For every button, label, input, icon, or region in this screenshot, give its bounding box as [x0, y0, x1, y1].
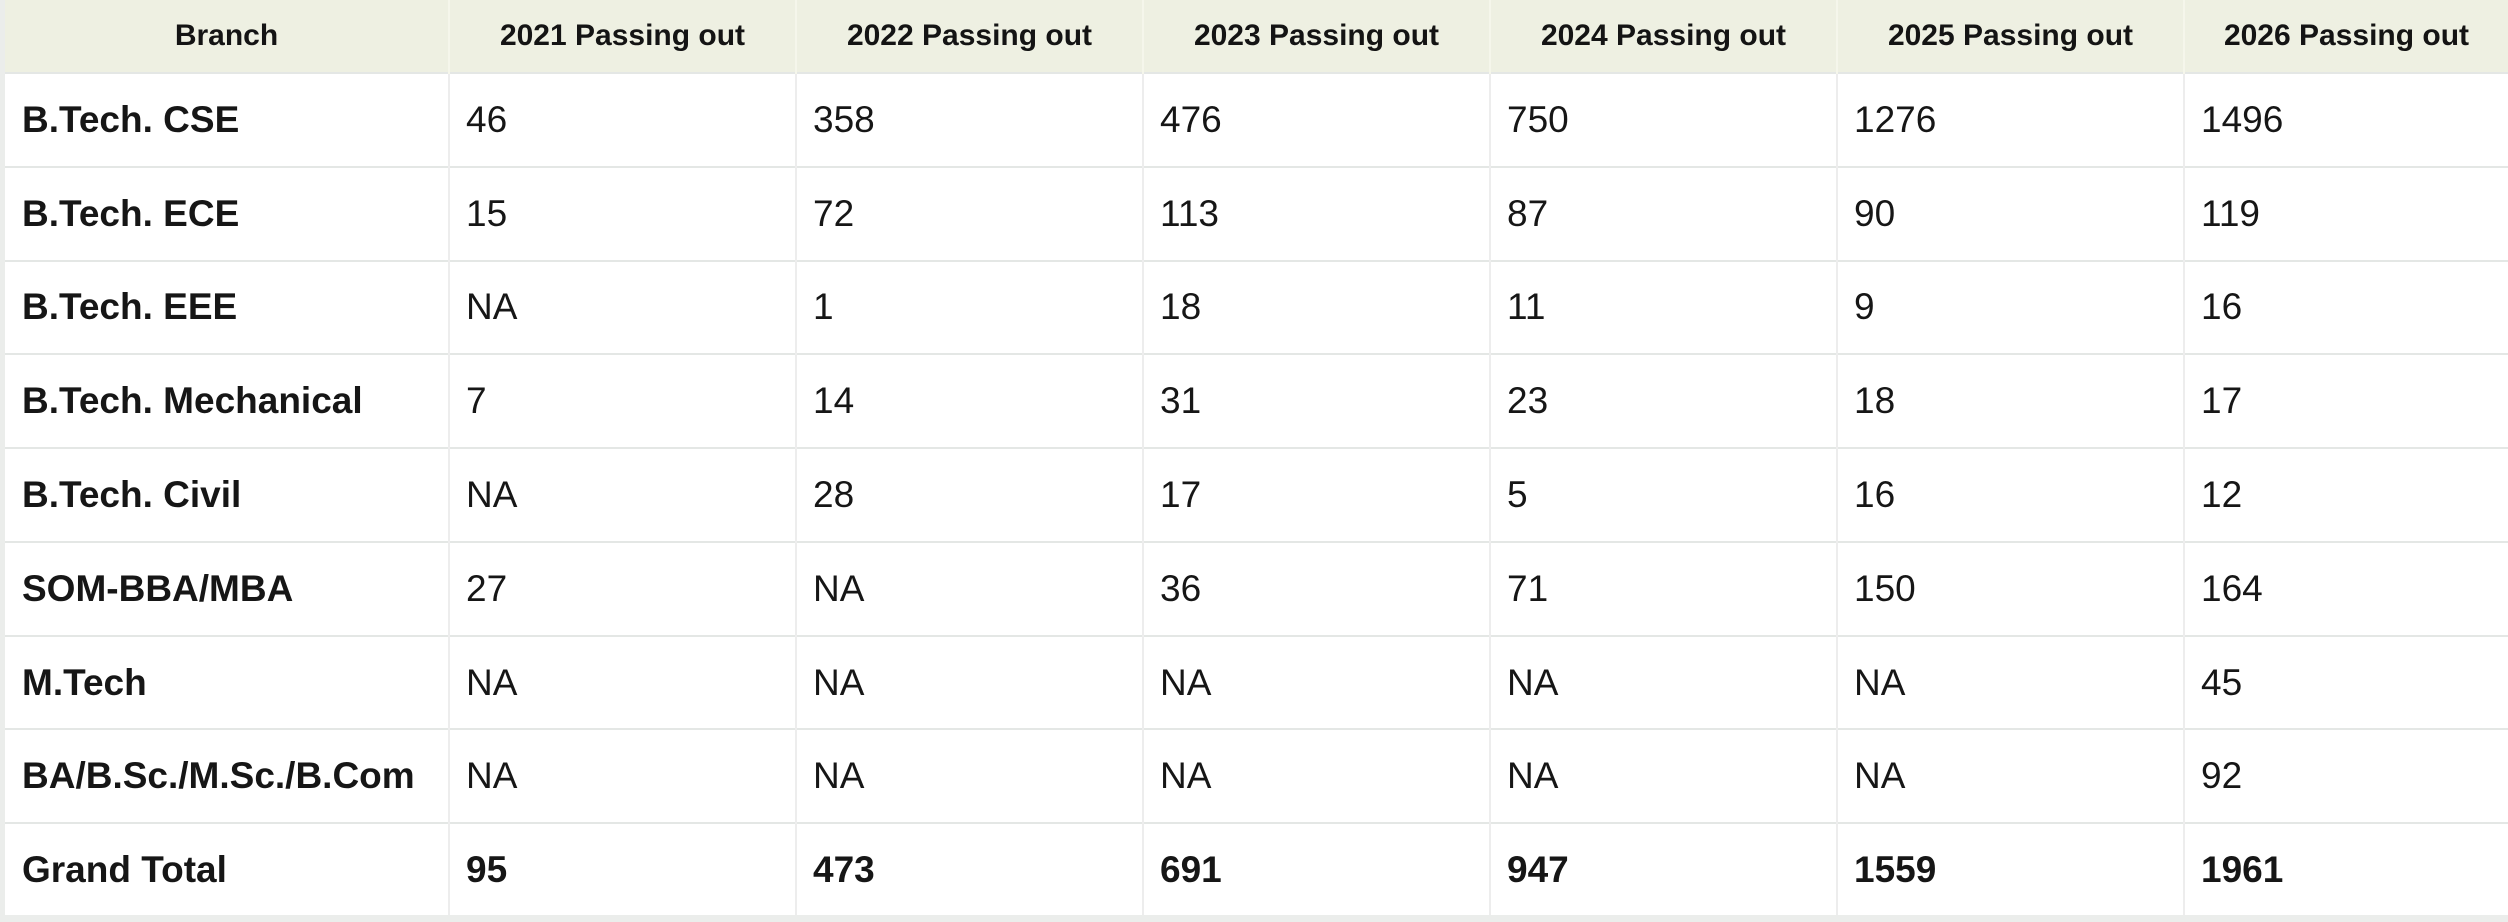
- column-header-year: 2022 Passing out: [795, 0, 1143, 73]
- value-cell: 14: [795, 353, 1143, 449]
- value-cell: 7: [448, 353, 796, 449]
- grand-total-row: Grand Total 95 473 691 947 1559 1961: [5, 822, 2508, 915]
- value-cell: 113: [1142, 165, 1490, 261]
- column-header-year: 2025 Passing out: [1836, 0, 2184, 73]
- column-header-year: 2024 Passing out: [1489, 0, 1837, 73]
- value-cell: NA: [448, 634, 796, 730]
- value-cell: 36: [1142, 540, 1490, 636]
- value-cell: 750: [1489, 72, 1837, 167]
- value-cell: 691: [1142, 822, 1490, 915]
- value-cell: 27: [448, 540, 796, 636]
- value-cell: 947: [1489, 822, 1837, 915]
- branch-cell: BA/B.Sc./M.Sc./B.Com: [5, 728, 449, 824]
- value-cell: 16: [1836, 447, 2184, 542]
- value-cell: 23: [1489, 353, 1837, 449]
- value-cell: 46: [448, 72, 796, 167]
- value-cell: NA: [795, 728, 1143, 824]
- value-cell: 164: [2183, 540, 2508, 636]
- value-cell: NA: [1489, 634, 1837, 730]
- value-cell: 1559: [1836, 822, 2184, 915]
- value-cell: 1496: [2183, 72, 2508, 167]
- value-cell: 31: [1142, 353, 1490, 449]
- value-cell: 5: [1489, 447, 1837, 542]
- branch-cell: B.Tech. ECE: [5, 165, 449, 261]
- value-cell: 72: [795, 165, 1143, 261]
- value-cell: 87: [1489, 165, 1837, 261]
- branch-cell: B.Tech. EEE: [5, 259, 449, 355]
- table-row: SOM-BBA/MBA 27 NA 36 71 150 164: [5, 540, 2508, 636]
- branch-cell: B.Tech. CSE: [5, 72, 449, 167]
- branch-passing-out-table: Branch 2021 Passing out 2022 Passing out 20…: [5, 0, 2508, 915]
- value-cell: 92: [2183, 728, 2508, 824]
- value-cell: 1961: [2183, 822, 2508, 915]
- column-header-branch: Branch: [5, 0, 449, 73]
- table-row: B.Tech. ECE 15 72 113 87 90 119: [5, 165, 2508, 261]
- table-row: B.Tech. Civil NA 28 17 5 16 12: [5, 447, 2508, 542]
- branch-cell: B.Tech. Mechanical: [5, 353, 449, 449]
- value-cell: 28: [795, 447, 1143, 542]
- value-cell: 476: [1142, 72, 1490, 167]
- column-header-year: 2026 Passing out: [2183, 0, 2508, 73]
- branch-cell: SOM-BBA/MBA: [5, 540, 449, 636]
- value-cell: 1276: [1836, 72, 2184, 167]
- column-header-year: 2023 Passing out: [1142, 0, 1490, 73]
- passing-out-table: Branch 2021 Passing out 2022 Passing out 20…: [5, 0, 2508, 915]
- value-cell: NA: [448, 259, 796, 355]
- table-row: M.Tech NA NA NA NA NA 45: [5, 634, 2508, 730]
- value-cell: NA: [1142, 728, 1490, 824]
- value-cell: NA: [1836, 634, 2184, 730]
- column-header-year: 2021 Passing out: [448, 0, 796, 73]
- branch-cell: B.Tech. Civil: [5, 447, 449, 542]
- value-cell: 11: [1489, 259, 1837, 355]
- value-cell: 17: [1142, 447, 1490, 542]
- value-cell: NA: [795, 634, 1143, 730]
- value-cell: NA: [448, 728, 796, 824]
- value-cell: 1: [795, 259, 1143, 355]
- value-cell: 15: [448, 165, 796, 261]
- value-cell: 358: [795, 72, 1143, 167]
- value-cell: 12: [2183, 447, 2508, 542]
- value-cell: NA: [1489, 728, 1837, 824]
- branch-cell: M.Tech: [5, 634, 449, 730]
- value-cell: 150: [1836, 540, 2184, 636]
- value-cell: 71: [1489, 540, 1837, 636]
- value-cell: 16: [2183, 259, 2508, 355]
- table-row: B.Tech. Mechanical 7 14 31 23 18 17: [5, 353, 2508, 449]
- value-cell: 95: [448, 822, 796, 915]
- branch-cell: Grand Total: [5, 822, 449, 915]
- value-cell: 119: [2183, 165, 2508, 261]
- value-cell: 9: [1836, 259, 2184, 355]
- value-cell: 18: [1836, 353, 2184, 449]
- header-row: Branch 2021 Passing out 2022 Passing out 20…: [5, 0, 2508, 73]
- value-cell: NA: [795, 540, 1143, 636]
- value-cell: 45: [2183, 634, 2508, 730]
- value-cell: NA: [448, 447, 796, 542]
- value-cell: NA: [1142, 634, 1490, 730]
- value-cell: NA: [1836, 728, 2184, 824]
- table-row: BA/B.Sc./M.Sc./B.Com NA NA NA NA NA 92: [5, 728, 2508, 824]
- value-cell: 17: [2183, 353, 2508, 449]
- value-cell: 18: [1142, 259, 1490, 355]
- value-cell: 473: [795, 822, 1143, 915]
- value-cell: 90: [1836, 165, 2184, 261]
- table-row: B.Tech. EEE NA 1 18 11 9 16: [5, 259, 2508, 355]
- table-row: B.Tech. CSE 46 358 476 750 1276 1496: [5, 72, 2508, 167]
